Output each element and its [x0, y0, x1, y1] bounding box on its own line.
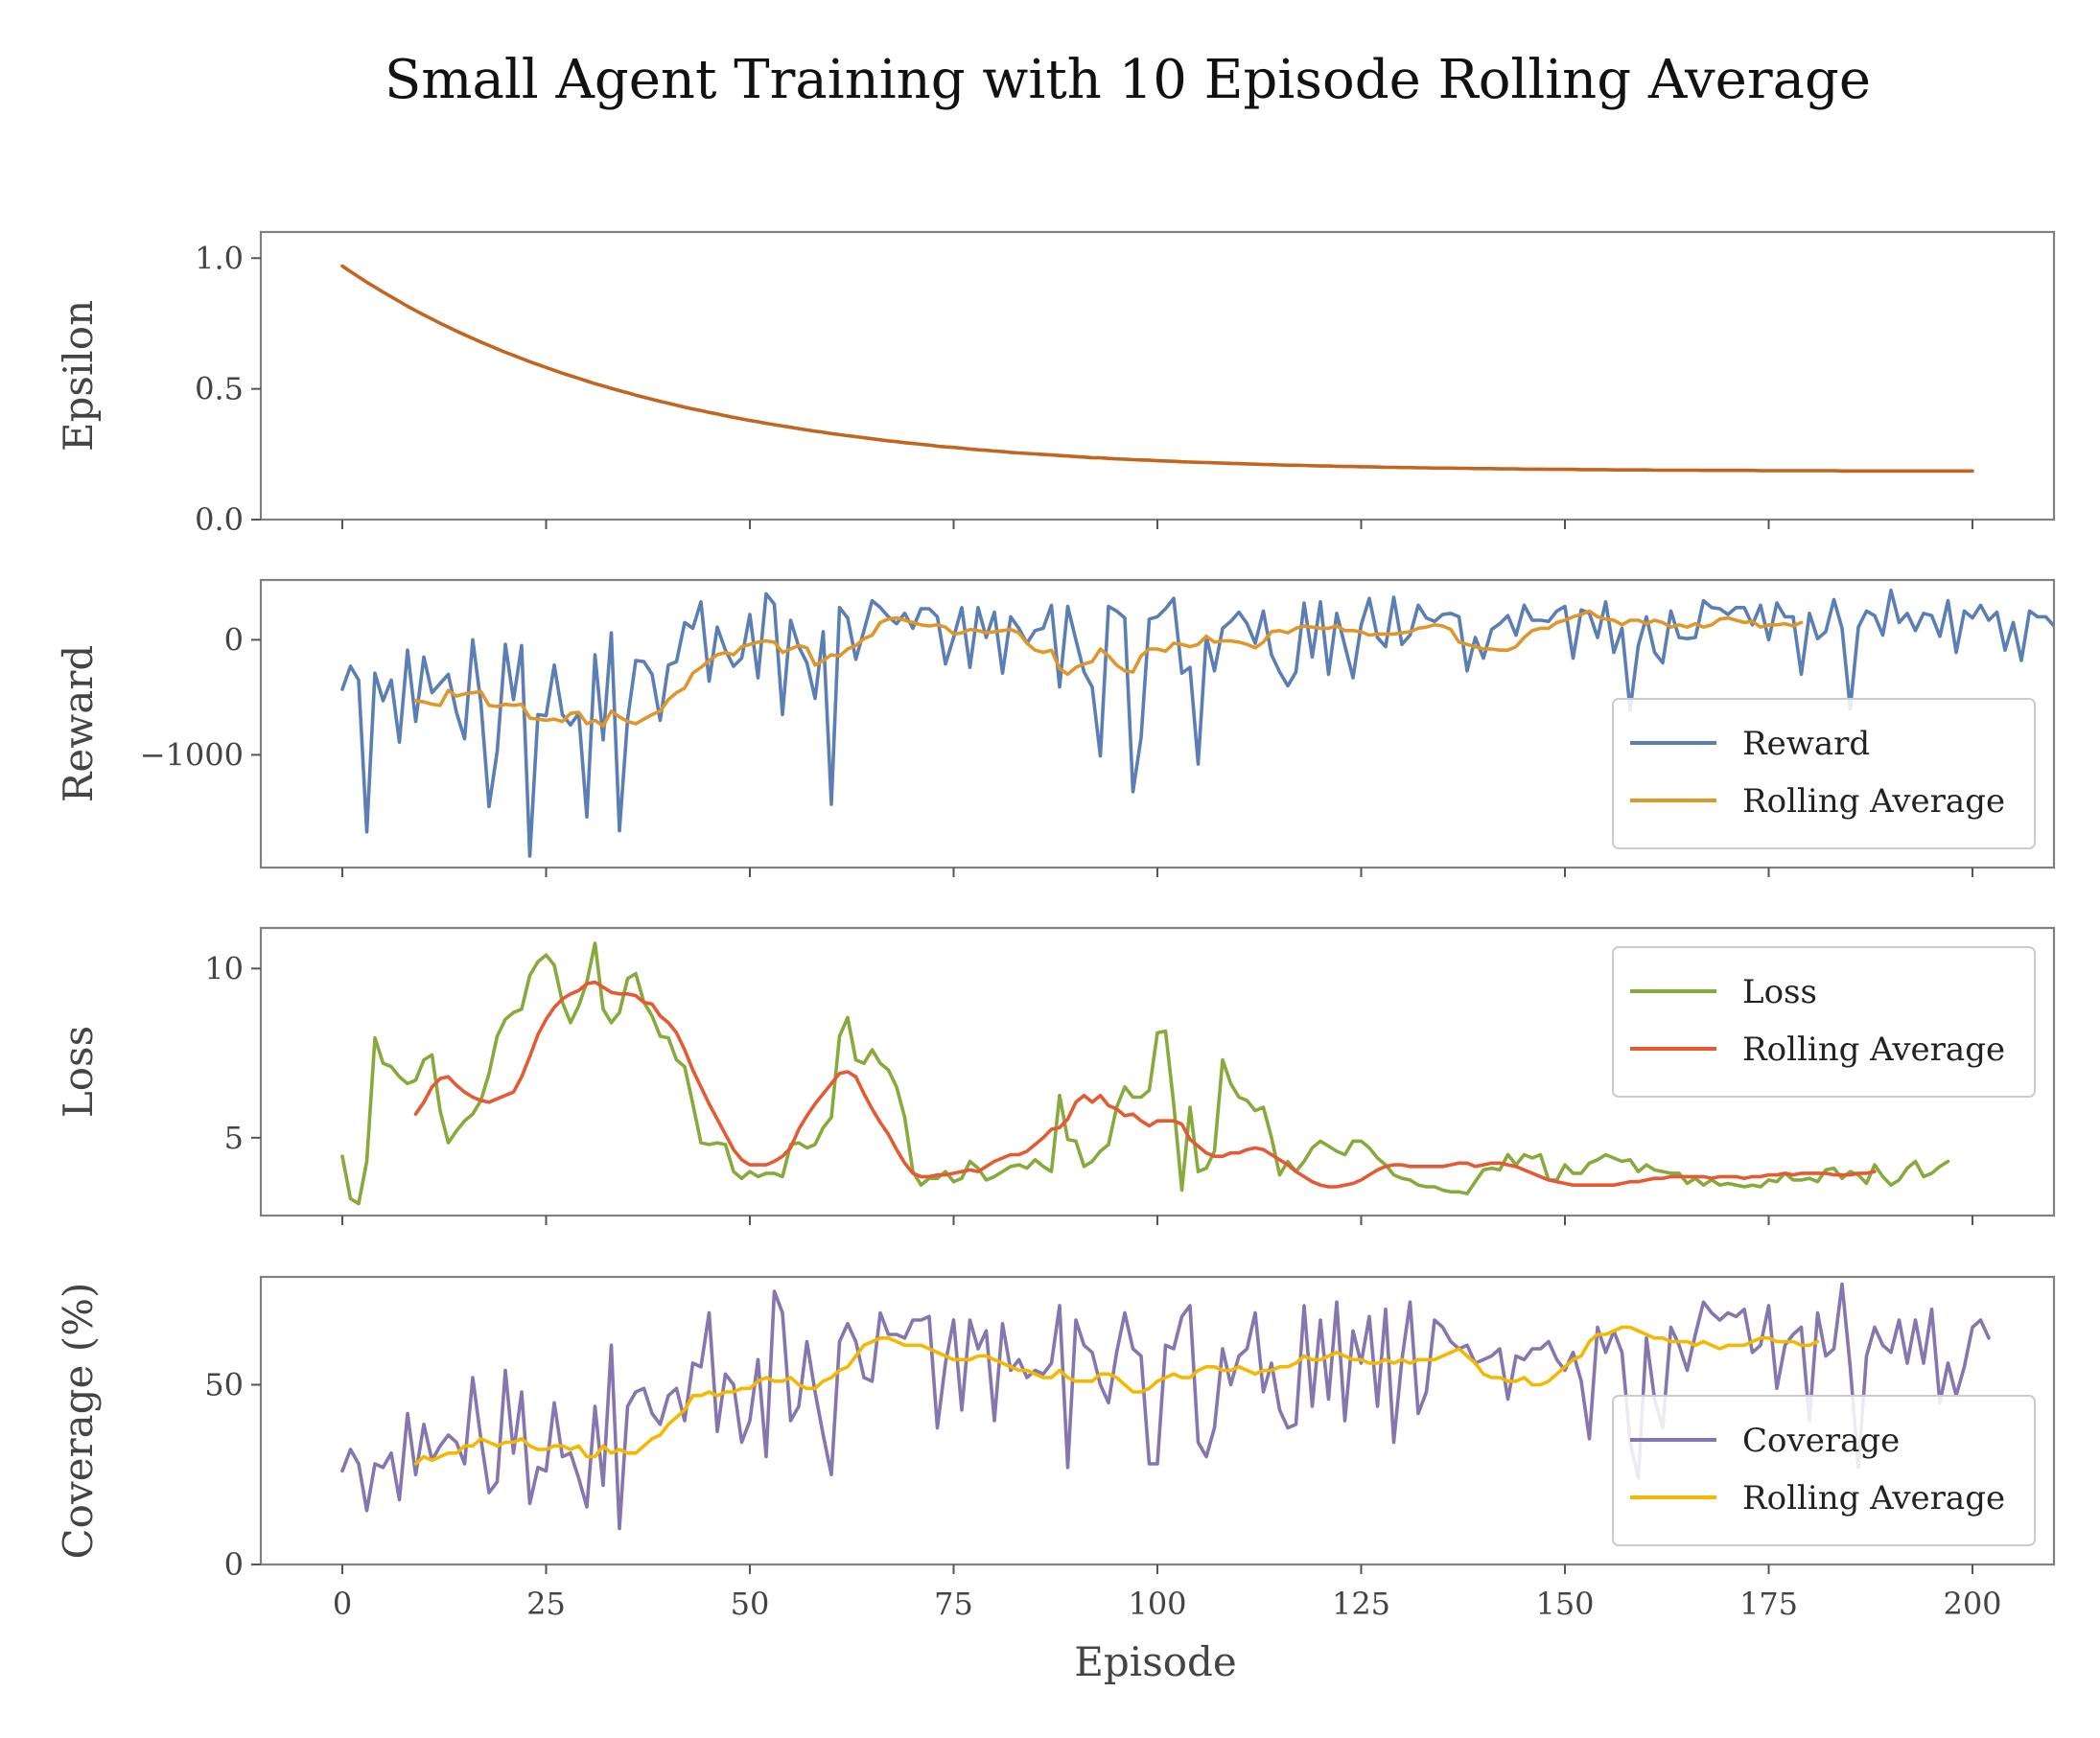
- y-tick-label: 0: [224, 1546, 244, 1583]
- y-tick-label: 0.0: [195, 501, 244, 538]
- x-tick-label: 150: [1535, 1586, 1594, 1622]
- y-tick-label: 0.5: [195, 371, 244, 407]
- legend: Reward Rolling Average: [1612, 698, 2036, 849]
- y-axis-label: Coverage (%): [55, 1283, 102, 1560]
- legend-entry-label: Rolling Average: [1742, 782, 2005, 821]
- legend-entry-label: Coverage: [1742, 1422, 1900, 1460]
- x-tick-label: 50: [731, 1586, 770, 1622]
- epsilon-line: [340, 264, 1974, 474]
- subplot-1: 0.0 0.5 1.0 Epsilon: [55, 230, 2056, 538]
- figure-title: Small Agent Training with 10 Episode Rol…: [385, 49, 1871, 111]
- series-group: [340, 264, 1974, 474]
- subplot-panels: 0.0 0.5 1.0 Epsilon −1000 0 Reward Reward Rollin…: [55, 230, 2056, 1622]
- x-tick-label: 125: [1332, 1586, 1390, 1622]
- x-tick-label: 175: [1739, 1586, 1798, 1622]
- rolling-average-line: [413, 1325, 1820, 1466]
- legend-box: [1612, 946, 2036, 1098]
- series-group: [340, 941, 1950, 1206]
- legend-entry-label: Rolling Average: [1742, 1479, 2005, 1518]
- y-tick-label: 5: [224, 1120, 244, 1156]
- legend-entry-label: Reward: [1742, 725, 1870, 763]
- x-tick-label: 200: [1943, 1586, 2001, 1622]
- y-axis-label: Loss: [55, 1026, 102, 1118]
- subplot-2: −1000 0 Reward Reward Rolling Average: [55, 578, 2056, 877]
- rolling-average-line: [413, 609, 1804, 729]
- y-tick-label: 0: [224, 621, 244, 658]
- series-group: [340, 588, 2054, 858]
- subplot-4: 0 50 0 25 50 75 100 125 150 175 200 Coverage (%) Cov…: [55, 1275, 2056, 1622]
- y-axis-label: Epsilon: [55, 300, 102, 452]
- coverage-line: [340, 1282, 1991, 1531]
- y-tick-label: 10: [204, 950, 244, 986]
- rolling-average-line: [413, 980, 1877, 1189]
- y-tick-label: −1000: [140, 736, 244, 773]
- y-tick-label: 50: [204, 1367, 244, 1403]
- subplot-3: 5 10 Loss Loss Rolling Average: [55, 926, 2056, 1225]
- legend-box: [1612, 1395, 2036, 1546]
- x-axis-label: Episode: [1074, 1638, 1237, 1685]
- legend-box: [1612, 698, 2036, 849]
- x-tick-label: 0: [333, 1586, 352, 1622]
- legend-entry-label: Rolling Average: [1742, 1031, 2005, 1069]
- axes-frame: [259, 230, 2056, 521]
- legend-entry-label: Loss: [1742, 973, 1817, 1011]
- x-tick-label: 100: [1128, 1586, 1186, 1622]
- y-tick-label: 1.0: [195, 240, 244, 276]
- legend: Coverage Rolling Average: [1612, 1395, 2036, 1546]
- x-tick-label: 75: [934, 1586, 973, 1622]
- reward-line: [340, 588, 2054, 858]
- legend: Loss Rolling Average: [1612, 946, 2036, 1098]
- y-axis-label: Reward: [55, 645, 102, 802]
- series-group: [340, 1282, 1991, 1531]
- x-tick-label: 25: [526, 1586, 566, 1622]
